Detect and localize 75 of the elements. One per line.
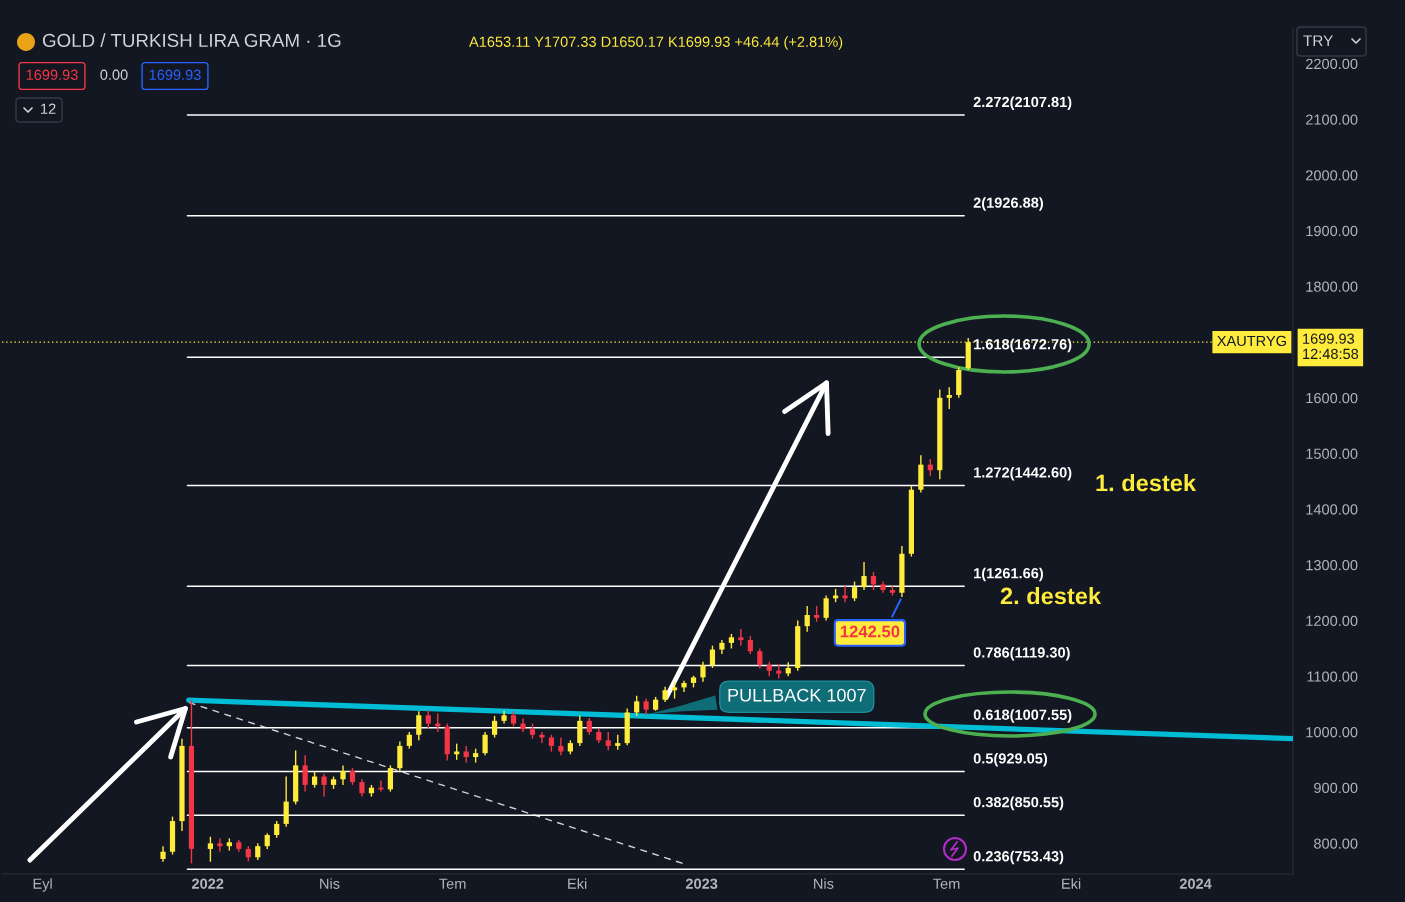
candlestick (397, 740, 403, 772)
candlestick (946, 386, 952, 410)
candlestick (387, 764, 393, 793)
text: A1653.11 Y1707.33 D1650.17 K1699.93 +46.44 (+2.81%) (469, 36, 843, 50)
annotation: 1242.50 (840, 625, 900, 638)
y-tick-label: 800.00 (1314, 838, 1358, 849)
annotation: 12 (41, 103, 56, 114)
x-tick-label: Tem (439, 878, 466, 889)
annotation: 1699.93 (149, 69, 201, 80)
chart-title: GOLD / TURKISH LIRA GRAM · 1G (42, 33, 341, 48)
candlestick (416, 710, 422, 742)
candlestick (482, 731, 488, 757)
y-tick-label: 2200.00 (1306, 58, 1358, 70)
candlestick (340, 764, 346, 786)
ref-line-label: XAUTRYG (1217, 335, 1286, 347)
candlestick (681, 680, 687, 693)
y-tick-label: 1600.00 (1306, 392, 1358, 404)
candlestick (321, 773, 327, 798)
y-tick-label: 2000.00 (1306, 170, 1358, 181)
y-tick-label: 1100.00 (1307, 671, 1358, 682)
y-tick-label: 1200.00 (1306, 615, 1358, 627)
annotation: 1699.93 (26, 69, 78, 80)
series-label: 1.272(1442.60) (974, 466, 1072, 481)
x-tick-label: Eki (568, 878, 587, 889)
candlestick (861, 561, 867, 591)
text: 1699.93 (1303, 333, 1355, 344)
y-tick-label: 1400.00 (1306, 504, 1358, 515)
candlestick (851, 580, 858, 602)
x-tick-label: Eyl (33, 878, 52, 892)
series-label: 0.5(929.05) (973, 752, 1048, 767)
candlestick (302, 754, 308, 793)
x-tick-label: Nis (814, 878, 834, 889)
x-tick-label: Nis (320, 878, 340, 889)
candlestick (634, 695, 640, 717)
candlestick (605, 731, 611, 752)
candlestick (577, 715, 583, 747)
x-tick-label: 2024 (1179, 878, 1212, 889)
candlestick (463, 745, 469, 764)
candlestick (709, 644, 716, 669)
y-tick-label: 900.00 (1314, 782, 1358, 794)
series-label: 0.382(850.55) (973, 796, 1064, 811)
x-tick-label: Eki (1062, 878, 1081, 889)
candlestick (283, 775, 289, 828)
candlestick (738, 628, 744, 647)
annotation: 1. destek (1096, 473, 1197, 492)
y-tick-label: 1800.00 (1306, 281, 1358, 292)
candlestick (823, 594, 829, 622)
candlestick (804, 605, 810, 633)
candlestick (539, 731, 545, 744)
y-tick-label: 1500.00 (1306, 448, 1358, 459)
candlestick (207, 835, 214, 863)
series-label: 0.618(1007.55) (973, 709, 1072, 723)
y-tick-label: 1900.00 (1306, 225, 1358, 237)
series-label: 0.236(753.43) (973, 850, 1064, 865)
series-label: 2.272(2107.81) (973, 96, 1072, 110)
candlestick (491, 715, 498, 739)
candlestick (700, 661, 706, 683)
y-tick-label: 1000.00 (1306, 727, 1358, 738)
x-tick-label: Tem (933, 878, 960, 889)
annotation: 2. destek (1000, 586, 1102, 605)
x-tick-label: 2022 (191, 878, 224, 889)
y-tick-label: 1300.00 (1306, 560, 1358, 571)
series-label: 0.786(1119.30) (973, 646, 1070, 661)
candlestick (425, 709, 431, 730)
text: 12:48:58 (1303, 348, 1359, 360)
candlestick (217, 837, 223, 853)
x-tick-label: 2023 (685, 878, 718, 889)
series-label: 1.618(1672.76) (974, 338, 1072, 353)
y-tick-label: 2100.00 (1306, 114, 1358, 125)
y-axis-title: TRY (1303, 35, 1333, 46)
annotation: 0.00 (100, 69, 128, 80)
series-label: 1(1261.66) (974, 567, 1043, 582)
annotation: PULLBACK 1007 (728, 688, 866, 702)
series-label: 2(1926.88) (973, 197, 1043, 211)
candlestick (757, 647, 763, 670)
